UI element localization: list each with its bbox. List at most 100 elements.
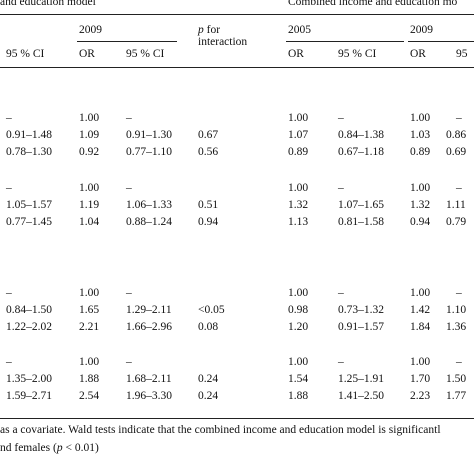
cell: 1.13 — [288, 216, 309, 228]
cell: 1.00 — [410, 287, 431, 299]
year-heading-2005-right: 2005 — [288, 24, 311, 36]
table-footnote-line-1: as a covariate. Wald tests indicate that… — [0, 424, 441, 436]
cell: 1.04 — [79, 216, 100, 228]
cell: 1.50 — [446, 373, 467, 385]
cell: 1.05–1.57 — [6, 199, 52, 211]
cell: 0.91–1.30 — [126, 129, 172, 141]
model-heading-right: Combined income and education mo — [288, 0, 458, 8]
cell: 0.98 — [288, 304, 309, 316]
col-header-or-2009: OR — [79, 48, 95, 60]
cell: 0.91–1.57 — [338, 321, 384, 333]
cell: 1.07 — [288, 129, 309, 141]
cell: 0.77–1.45 — [6, 216, 52, 228]
cell: 1.88 — [288, 390, 309, 402]
cell: 1.32 — [288, 199, 309, 211]
cell: – — [456, 112, 462, 124]
p-for-label: for — [203, 24, 221, 36]
cell: 1.06–1.33 — [126, 199, 172, 211]
cell: 1.00 — [288, 287, 309, 299]
year-heading-2009-right: 2009 — [410, 24, 433, 36]
p-symbol: p — [198, 24, 204, 36]
cell: 1.00 — [410, 356, 431, 368]
cell: 0.94 — [410, 216, 431, 228]
p-interaction-heading: p for — [198, 24, 220, 36]
cell: 0.94 — [198, 216, 219, 228]
cell: – — [338, 112, 344, 124]
cell: 1.07–1.65 — [338, 199, 384, 211]
top-rule — [0, 14, 474, 15]
cell: 1.09 — [79, 129, 100, 141]
col-header-ci-2009-right: 95 — [456, 48, 468, 60]
cell: – — [456, 356, 462, 368]
table-bottom-rule — [0, 418, 474, 419]
cell: – — [126, 112, 132, 124]
cell: 1.20 — [288, 321, 309, 333]
footnote-text: nd females ( — [0, 442, 57, 454]
rule-2009-right — [408, 41, 474, 42]
cell: 1.00 — [79, 182, 100, 194]
cell: 1.70 — [410, 373, 431, 385]
cell: – — [338, 356, 344, 368]
cell: 1.42 — [410, 304, 431, 316]
cell: 0.89 — [288, 146, 309, 158]
cell: 0.84–1.50 — [6, 304, 52, 316]
table-footnote-line-2: nd females (p < 0.01) — [0, 442, 99, 454]
cell: 1.77 — [446, 390, 467, 402]
cell: – — [338, 182, 344, 194]
cell: 1.66–2.96 — [126, 321, 172, 333]
cell: 1.54 — [288, 373, 309, 385]
cell: – — [6, 287, 12, 299]
cell: 1.00 — [79, 356, 100, 368]
cell: 1.00 — [288, 356, 309, 368]
cell: 1.29–2.11 — [126, 304, 172, 316]
col-header-ci-2005-right: 95 % CI — [338, 48, 377, 60]
cell: 0.08 — [198, 321, 219, 333]
col-header-ci-2009: 95 % CI — [126, 48, 165, 60]
cell: 1.10 — [446, 304, 467, 316]
cell: 1.41–2.50 — [338, 390, 384, 402]
cell: 0.51 — [198, 199, 219, 211]
cell: 1.00 — [288, 112, 309, 124]
cell: 1.68–2.11 — [126, 373, 172, 385]
cell: – — [6, 112, 12, 124]
rule-2005-right — [286, 41, 404, 42]
year-heading-2009-left: 2009 — [79, 24, 102, 36]
cell: 0.67 — [198, 129, 219, 141]
col-header-or-2009-right: OR — [410, 48, 426, 60]
cell: 0.86 — [446, 129, 467, 141]
col-header-or-2005-right: OR — [288, 48, 304, 60]
cell: – — [6, 182, 12, 194]
cell: 1.65 — [79, 304, 100, 316]
cell: 1.35–2.00 — [6, 373, 52, 385]
cell: 0.67–1.18 — [338, 146, 384, 158]
cell: 0.91–1.48 — [6, 129, 52, 141]
cell: – — [456, 182, 462, 194]
cell: 0.92 — [79, 146, 100, 158]
cell: 0.88–1.24 — [126, 216, 172, 228]
cell: – — [126, 356, 132, 368]
cell: 1.96–3.30 — [126, 390, 172, 402]
cell: 0.81–1.58 — [338, 216, 384, 228]
header-bottom-rule — [0, 67, 474, 68]
cell: <0.05 — [198, 304, 225, 316]
model-heading-left: and education model — [0, 0, 96, 8]
cell: 1.36 — [446, 321, 467, 333]
cell: 0.56 — [198, 146, 219, 158]
cell: 1.32 — [410, 199, 431, 211]
cell: 1.19 — [79, 199, 100, 211]
cell: 1.00 — [79, 287, 100, 299]
col-header-ci-left: 95 % CI — [6, 48, 45, 60]
footnote-text: < 0.01) — [62, 442, 99, 454]
interaction-label: interaction — [198, 36, 248, 48]
cell: – — [456, 287, 462, 299]
cell: 1.88 — [79, 373, 100, 385]
cell: – — [6, 356, 12, 368]
cell: 0.24 — [198, 390, 219, 402]
cell: 0.77–1.10 — [126, 146, 172, 158]
cell: 1.00 — [410, 182, 431, 194]
p-symbol: p — [56, 442, 63, 454]
cell: 2.54 — [79, 390, 100, 402]
cell: – — [126, 287, 132, 299]
cell: 2.21 — [79, 321, 100, 333]
cell: – — [338, 287, 344, 299]
